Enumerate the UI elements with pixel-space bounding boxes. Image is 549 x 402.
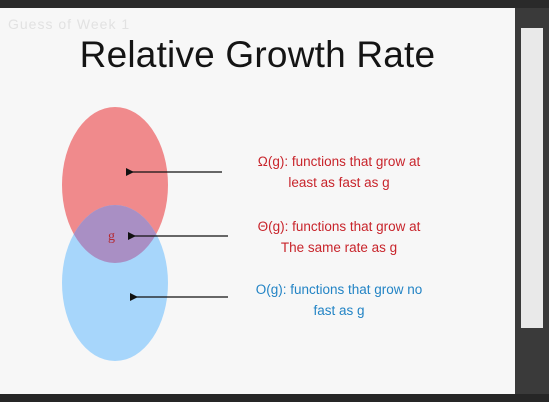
- overlap-region: [62, 205, 168, 263]
- overlap-g-label: g: [108, 229, 115, 244]
- bigo-line-2: fast as g: [313, 303, 365, 318]
- theta-line-2: The same rate as g: [280, 240, 398, 255]
- omega-line-2: least as fast as g: [288, 175, 390, 190]
- theta-line-1: Θ(g): functions that grow at: [257, 219, 421, 234]
- side-strip: [521, 28, 543, 328]
- video-watermark: Guess of Week 1: [8, 16, 131, 32]
- right-panel-edge: [515, 8, 549, 402]
- bigo-line-1: O(g): functions that grow no: [255, 282, 423, 297]
- bigo-label: O(g): functions that grow no fast as g: [232, 279, 446, 321]
- omega-line-1: Ω(g): functions that grow at: [257, 154, 421, 169]
- theta-label: Θ(g): functions that grow at The same ra…: [232, 216, 446, 258]
- window-bottom-bar: [0, 394, 549, 402]
- slide-title: Relative Growth Rate: [79, 34, 436, 75]
- window-top-bar: [0, 0, 549, 8]
- omega-label: Ω(g): functions that grow at least as fa…: [232, 151, 446, 193]
